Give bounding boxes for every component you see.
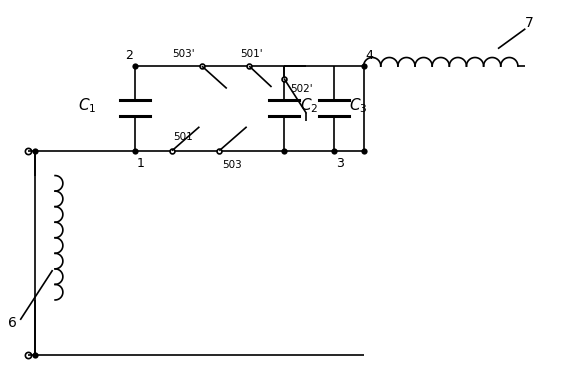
- Text: 4: 4: [366, 49, 374, 62]
- Text: 502': 502': [290, 85, 312, 94]
- Text: 503: 503: [222, 160, 241, 170]
- Text: 501': 501': [240, 49, 263, 59]
- Text: 7: 7: [525, 16, 534, 30]
- Text: 3: 3: [336, 156, 344, 170]
- Text: 1: 1: [137, 156, 145, 170]
- Text: $C_3$: $C_3$: [349, 97, 368, 115]
- Text: 6: 6: [8, 316, 16, 331]
- Text: 501: 501: [173, 132, 193, 142]
- Text: $C_2$: $C_2$: [300, 97, 318, 115]
- Text: $C_1$: $C_1$: [78, 97, 97, 115]
- Text: 503': 503': [172, 49, 195, 59]
- Text: 2: 2: [125, 49, 133, 62]
